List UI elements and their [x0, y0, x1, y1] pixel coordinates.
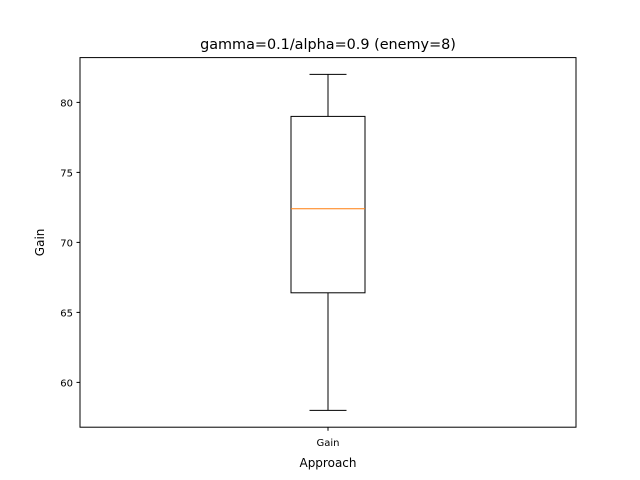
y-tick-label: 70 — [60, 238, 73, 249]
y-tick-label: 60 — [60, 378, 73, 389]
chart-title: gamma=0.1/alpha=0.9 (enemy=8) — [200, 37, 456, 53]
box-plot-group — [290, 73, 366, 411]
x-axis-ticks: Gain — [317, 427, 340, 449]
axes-frame — [79, 57, 577, 428]
y-axis-label: Gain — [33, 229, 47, 257]
x-axis-label: Approach — [299, 456, 356, 470]
y-axis-ticks: 60 65 70 75 80 — [60, 98, 80, 389]
y-tick-label: 75 — [60, 168, 73, 179]
iqr-box — [290, 115, 366, 294]
box-series — [290, 73, 366, 411]
plot-area: 60 65 70 75 80 Gain — [60, 57, 577, 449]
y-tick-label: 65 — [60, 308, 73, 319]
x-tick-label: Gain — [317, 438, 340, 449]
y-tick-label: 80 — [60, 98, 73, 109]
